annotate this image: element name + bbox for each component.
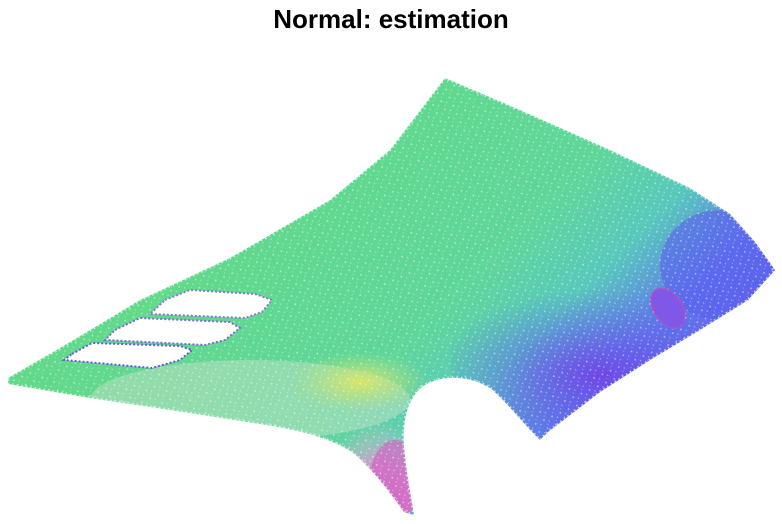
vent-slot	[102, 316, 242, 347]
hood-vents	[61, 288, 274, 370]
figure-title: Normal: estimation	[273, 4, 509, 34]
vent-slot	[147, 288, 274, 320]
vent-slot	[61, 341, 195, 370]
hood-bump	[649, 287, 687, 329]
